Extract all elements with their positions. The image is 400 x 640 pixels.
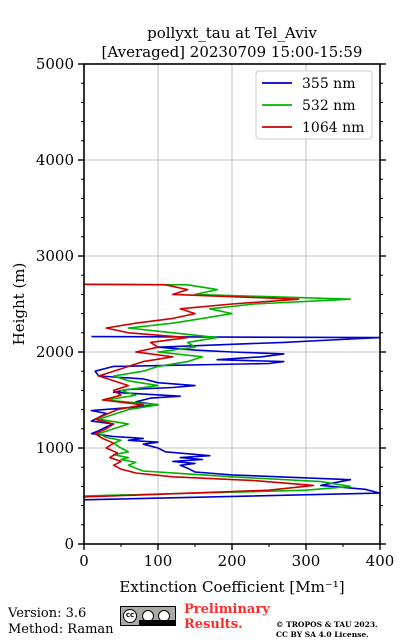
x-axis-label: Extinction Coefficient [Mm⁻¹] bbox=[119, 578, 344, 596]
chart-title: pollyxt_tau at Tel_Aviv bbox=[147, 24, 317, 42]
version-text: Version: 3.6 bbox=[8, 606, 87, 621]
copyright-line1: © TROPOS & TAU 2023. bbox=[276, 620, 378, 629]
legend-label: 355 nm bbox=[302, 76, 355, 92]
series-line-355-nm bbox=[83, 335, 381, 501]
preliminary-results: Preliminary Results. bbox=[184, 602, 270, 632]
y-tick-label: 3000 bbox=[36, 247, 74, 265]
y-tick-label: 5000 bbox=[36, 55, 74, 73]
series-line-1064-nm bbox=[83, 283, 315, 498]
x-tick-label: 300 bbox=[292, 552, 321, 570]
y-tick-label: 0 bbox=[64, 535, 74, 553]
x-tick-label: 200 bbox=[218, 552, 247, 570]
y-axis-label: Height (m) bbox=[10, 263, 28, 346]
license-strip bbox=[139, 620, 175, 625]
x-tick-label: 100 bbox=[144, 552, 173, 570]
copyright-line2: CC BY SA 4.0 License. bbox=[276, 630, 369, 639]
y-tick-label: 1000 bbox=[36, 439, 74, 457]
x-tick-label: 400 bbox=[366, 552, 395, 570]
extinction-profile-chart: pollyxt_tau at Tel_Aviv [Averaged] 20230… bbox=[10, 24, 395, 596]
preliminary-line2: Results. bbox=[184, 617, 243, 632]
chart-subtitle: [Averaged] 20230709 15:00-15:59 bbox=[102, 43, 363, 61]
legend-label: 1064 nm bbox=[302, 120, 364, 136]
legend-items: 355 nm 532 nm 1064 nm bbox=[262, 76, 364, 136]
cc-license-badge: cc bbox=[120, 606, 176, 626]
legend-label: 532 nm bbox=[302, 98, 355, 114]
copyright-notice: © TROPOS & TAU 2023. CC BY SA 4.0 Licens… bbox=[276, 620, 378, 640]
method-text: Method: Raman bbox=[8, 622, 114, 637]
y-tick-label: 4000 bbox=[36, 151, 74, 169]
preliminary-line1: Preliminary bbox=[184, 602, 270, 617]
legend: 355 nm 532 nm 1064 nm bbox=[255, 70, 373, 140]
y-tick-label: 2000 bbox=[36, 343, 74, 361]
cc-icon: cc bbox=[123, 609, 137, 623]
legend-box bbox=[255, 70, 373, 140]
x-tick-label: 0 bbox=[79, 552, 89, 570]
series-line-532-nm bbox=[83, 283, 352, 497]
version-info: Version: 3.6 Method: Raman bbox=[8, 606, 114, 638]
data-series bbox=[83, 283, 381, 501]
